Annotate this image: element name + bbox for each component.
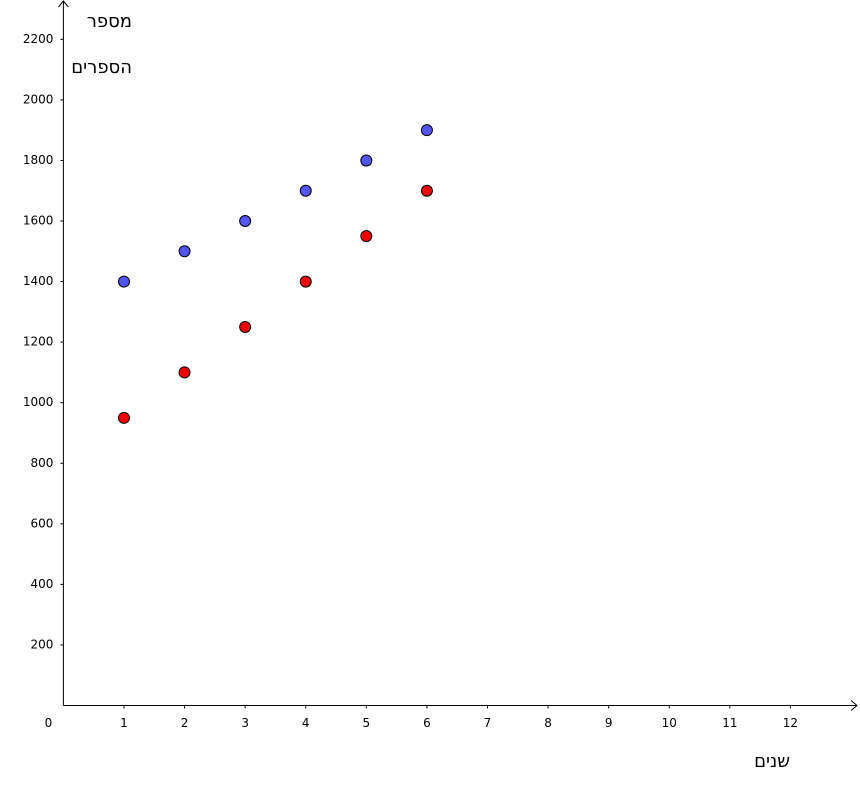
point: [178, 366, 191, 379]
point: [117, 275, 130, 288]
point: [420, 184, 433, 197]
x-tick-label: 10: [662, 716, 677, 730]
y-tick-label: 2000: [23, 92, 54, 106]
x-axis-arrow: [850, 700, 858, 711]
point: [178, 245, 191, 258]
x-tick-label: 3: [241, 716, 249, 730]
x-tick-label: 12: [783, 716, 798, 730]
y-tick-label: 400: [30, 577, 53, 591]
y-tick-label: 1800: [23, 153, 54, 167]
y-axis-label: הספרים: [71, 57, 132, 78]
y-tick-label: 1000: [23, 395, 54, 409]
x-tick-label: 5: [363, 716, 371, 730]
point: [239, 320, 252, 333]
x-tick-label: 9: [605, 716, 613, 730]
point: [299, 275, 312, 288]
x-axis-label: שנים: [754, 751, 790, 772]
y-tick-label: 800: [30, 456, 53, 470]
y-axis-label: מספר: [87, 11, 132, 32]
point: [360, 154, 373, 167]
point: [420, 124, 433, 137]
x-tick-label: 11: [722, 716, 737, 730]
point: [360, 230, 373, 243]
x-tick-label: 1: [120, 716, 128, 730]
y-tick-label: 1600: [23, 214, 54, 228]
y-tick-label: 2200: [23, 32, 54, 46]
x-tick-label: 7: [484, 716, 492, 730]
y-tick-label: 1200: [23, 335, 54, 349]
point: [117, 411, 130, 424]
y-axis-arrow: [58, 0, 69, 8]
x-tick-label: 2: [181, 716, 189, 730]
y-tick-label: 200: [30, 637, 53, 651]
x-tick-label: 8: [544, 716, 552, 730]
point: [239, 215, 252, 228]
point: [299, 184, 312, 197]
y-tick-label: 1400: [23, 274, 54, 288]
x-tick-label: 0: [45, 716, 53, 730]
x-tick-label: 6: [423, 716, 431, 730]
y-tick-label: 600: [30, 516, 53, 530]
x-tick-label: 4: [302, 716, 310, 730]
